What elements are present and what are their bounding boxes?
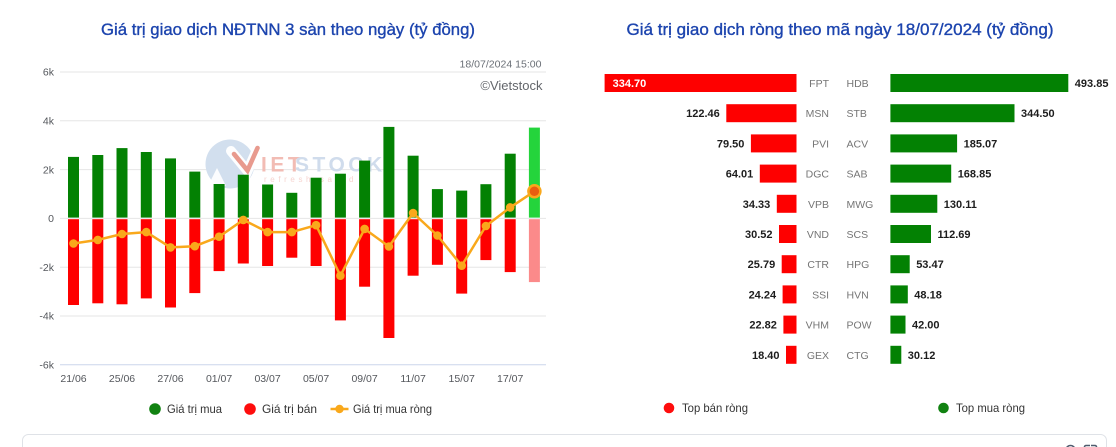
svg-text:344.50: 344.50 [1021,108,1055,120]
svg-text:SAB: SAB [847,169,868,181]
svg-text:STOCK: STOCK [295,154,386,177]
svg-text:17/07: 17/07 [497,373,523,385]
svg-text:HVN: HVN [847,289,869,301]
svg-text:34.33: 34.33 [743,199,771,211]
svg-text:18/07/2024 15:00: 18/07/2024 15:00 [460,59,542,71]
svg-text:refresh salad: refresh salad [264,175,357,184]
svg-text:11/07: 11/07 [400,373,426,385]
svg-text:-6k: -6k [39,360,54,372]
svg-text:130.11: 130.11 [944,199,977,211]
svg-text:Top bán ròng: Top bán ròng [682,401,748,415]
svg-text:03/07: 03/07 [254,373,280,385]
svg-text:493.85: 493.85 [1075,78,1109,90]
svg-text:HPG: HPG [847,259,870,271]
svg-text:POW: POW [847,320,872,332]
svg-text:Giá trị giao dịch NĐTNN 3 sàn: Giá trị giao dịch NĐTNN 3 sàn theo ngày … [101,21,475,39]
svg-text:Top mua ròng: Top mua ròng [956,401,1025,415]
svg-text:-4k: -4k [39,311,54,323]
svg-text:01/07: 01/07 [206,373,232,385]
svg-text:FPT: FPT [809,78,829,90]
svg-text:4k: 4k [43,116,55,128]
svg-text:25.79: 25.79 [748,259,776,271]
svg-text:CTG: CTG [847,350,869,362]
svg-text:Giá trị mua ròng: Giá trị mua ròng [353,402,432,416]
svg-text:25/06: 25/06 [109,373,135,385]
svg-text:22.82: 22.82 [749,320,777,332]
svg-text:24.24: 24.24 [749,289,777,301]
svg-text:Giá trị mua: Giá trị mua [167,402,222,416]
svg-text:ACV: ACV [847,138,869,150]
svg-text:2k: 2k [43,164,55,176]
svg-text:79.50: 79.50 [717,138,745,150]
svg-text:53.47: 53.47 [916,259,944,271]
svg-text:18.40: 18.40 [752,350,780,362]
svg-text:48.18: 48.18 [914,289,942,301]
svg-text:334.70: 334.70 [613,78,647,90]
svg-text:VPB: VPB [808,199,829,211]
svg-text:-2k: -2k [39,262,54,274]
svg-text:30.52: 30.52 [745,229,773,241]
svg-text:21/06: 21/06 [60,373,86,385]
svg-text:64.01: 64.01 [726,169,754,181]
svg-text:05/07: 05/07 [303,373,329,385]
svg-text:30.12: 30.12 [908,350,936,362]
svg-text:MWG: MWG [847,199,874,211]
svg-text:Giá trị giao dịch ròng theo mã: Giá trị giao dịch ròng theo mã ngày 18/0… [627,21,1054,39]
svg-text:GEX: GEX [807,350,829,362]
svg-text:IET: IET [261,154,304,177]
svg-text:15/07: 15/07 [449,373,475,385]
svg-text:SSI: SSI [812,289,829,301]
svg-text:168.85: 168.85 [958,169,992,181]
svg-text:Giá trị bán: Giá trị bán [262,402,317,416]
svg-text:DGC: DGC [806,169,830,181]
svg-text:VND: VND [807,229,830,241]
svg-text:MSN: MSN [806,108,829,120]
svg-text:27/06: 27/06 [157,373,183,385]
svg-text:09/07: 09/07 [351,373,377,385]
svg-text:0: 0 [48,213,54,225]
svg-text:PVI: PVI [812,138,829,150]
svg-text:HDB: HDB [847,78,869,90]
svg-text:42.00: 42.00 [912,320,940,332]
svg-text:122.46: 122.46 [686,108,720,120]
svg-text:6k: 6k [43,67,55,79]
svg-text:CTR: CTR [807,259,829,271]
svg-text:VHM: VHM [806,320,829,332]
svg-text:SCS: SCS [847,229,869,241]
svg-text:STB: STB [847,108,867,120]
svg-text:112.69: 112.69 [938,229,971,241]
svg-text:185.07: 185.07 [964,138,998,150]
svg-text:©Vietstock: ©Vietstock [480,78,543,93]
